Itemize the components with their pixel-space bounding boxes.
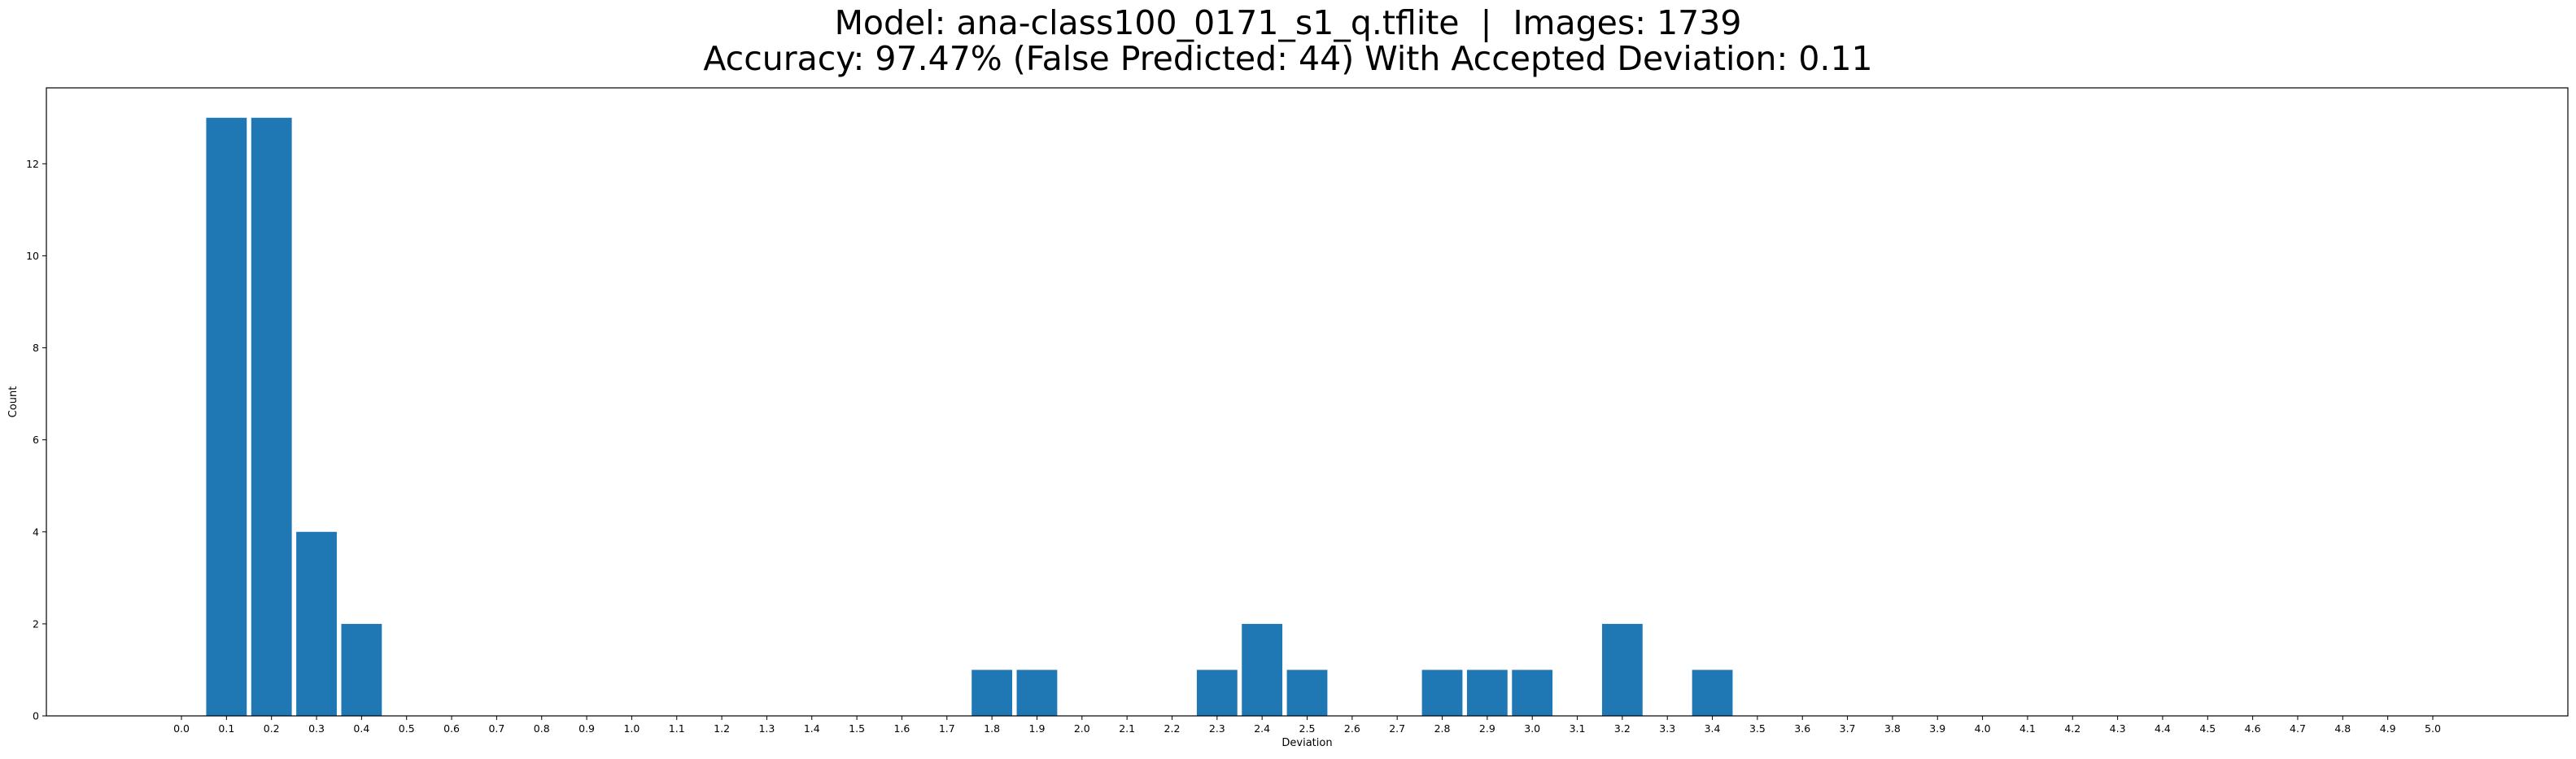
x-tick-label: 1.2 xyxy=(714,722,730,735)
x-tick-label: 2.0 xyxy=(1074,722,1090,735)
x-tick-label: 4.2 xyxy=(2064,722,2080,735)
x-tick-label: 2.1 xyxy=(1119,722,1135,735)
x-tick-label: 4.7 xyxy=(2290,722,2306,735)
x-tick-label: 3.1 xyxy=(1570,722,1586,735)
x-tick-label: 0.6 xyxy=(443,722,460,735)
x-tick-label: 0.2 xyxy=(264,722,280,735)
x-tick-label: 5.0 xyxy=(2425,722,2441,735)
x-tick-label: 0.5 xyxy=(399,722,415,735)
y-axis-ticks: 0 2 4 6 8 10 12 xyxy=(26,158,46,722)
bar xyxy=(1242,623,1283,716)
bar xyxy=(1421,670,1463,716)
bar xyxy=(1466,670,1508,716)
x-tick-label: 1.8 xyxy=(984,722,1000,735)
bar xyxy=(1692,670,1733,716)
y-tick-label: 6 xyxy=(33,434,39,446)
x-tick-label: 4.9 xyxy=(2380,722,2396,735)
x-tick-label: 4.5 xyxy=(2199,722,2216,735)
x-tick-label: 1.3 xyxy=(758,722,775,735)
x-tick-label: 0.7 xyxy=(488,722,504,735)
x-tick-label: 4.4 xyxy=(2155,722,2171,735)
x-tick-label: 3.8 xyxy=(1884,722,1901,735)
bar xyxy=(296,531,337,716)
x-tick-label: 2.2 xyxy=(1164,722,1181,735)
bar xyxy=(1286,670,1328,716)
x-tick-label: 3.3 xyxy=(1659,722,1675,735)
x-tick-label: 3.7 xyxy=(1840,722,1856,735)
y-tick-label: 10 xyxy=(26,250,39,262)
x-tick-label: 4.8 xyxy=(2334,722,2351,735)
x-tick-label: 1.9 xyxy=(1029,722,1046,735)
x-tick-label: 2.9 xyxy=(1479,722,1495,735)
bar xyxy=(971,670,1013,716)
x-tick-label: 0.3 xyxy=(308,722,325,735)
x-tick-label: 1.4 xyxy=(804,722,820,735)
x-tick-label: 1.0 xyxy=(623,722,640,735)
bar xyxy=(341,623,382,716)
x-tick-label: 0.4 xyxy=(353,722,369,735)
x-tick-label: 3.5 xyxy=(1749,722,1766,735)
y-tick-label: 4 xyxy=(33,526,39,538)
bar xyxy=(1016,670,1058,716)
bar xyxy=(206,117,247,716)
y-tick-label: 0 xyxy=(33,710,39,722)
x-tick-label: 4.3 xyxy=(2110,722,2126,735)
x-tick-label: 1.7 xyxy=(939,722,955,735)
y-tick-label: 12 xyxy=(26,158,39,170)
x-tick-label: 1.5 xyxy=(849,722,865,735)
x-tick-label: 2.7 xyxy=(1389,722,1405,735)
x-axis-ticks: 0.0 0.1 0.2 0.3 0.4 0.5 0.6 0.7 0.8 0.9 1.0 1.1 1.2 1… xyxy=(173,716,2441,735)
chart-title: Model: ana-class100_0171_s1_q.tflite | I… xyxy=(834,3,1742,42)
x-tick-label: 4.1 xyxy=(2019,722,2036,735)
chart-subtitle: Accuracy: 97.47% (False Predicted: 44) W… xyxy=(703,39,1873,78)
x-tick-label: 3.2 xyxy=(1614,722,1631,735)
x-tick-label: 3.6 xyxy=(1794,722,1810,735)
x-tick-label: 0.9 xyxy=(579,722,595,735)
bars-group xyxy=(206,117,1733,716)
bar xyxy=(251,117,292,716)
x-tick-label: 2.8 xyxy=(1434,722,1451,735)
bar xyxy=(1512,670,1553,716)
x-tick-label: 3.9 xyxy=(1929,722,1945,735)
bar xyxy=(1601,623,1643,716)
y-tick-label: 2 xyxy=(33,617,39,630)
x-tick-label: 1.6 xyxy=(894,722,910,735)
x-tick-label: 0.8 xyxy=(534,722,550,735)
x-tick-label: 4.6 xyxy=(2245,722,2261,735)
x-tick-label: 2.6 xyxy=(1344,722,1360,735)
x-tick-label: 1.1 xyxy=(669,722,685,735)
x-tick-label: 4.0 xyxy=(1975,722,1991,735)
x-axis-label: Deviation xyxy=(1281,737,1332,749)
x-tick-label: 3.4 xyxy=(1705,722,1721,735)
x-tick-label: 2.4 xyxy=(1254,722,1270,735)
x-tick-label: 3.0 xyxy=(1524,722,1540,735)
y-tick-label: 8 xyxy=(33,342,39,354)
y-axis-label: Count xyxy=(7,386,20,418)
x-tick-label: 2.5 xyxy=(1299,722,1316,735)
x-tick-label: 0.1 xyxy=(218,722,234,735)
bar xyxy=(1196,670,1238,716)
x-tick-label: 2.3 xyxy=(1209,722,1225,735)
x-tick-label: 0.0 xyxy=(173,722,190,735)
plot-frame xyxy=(46,87,2569,717)
